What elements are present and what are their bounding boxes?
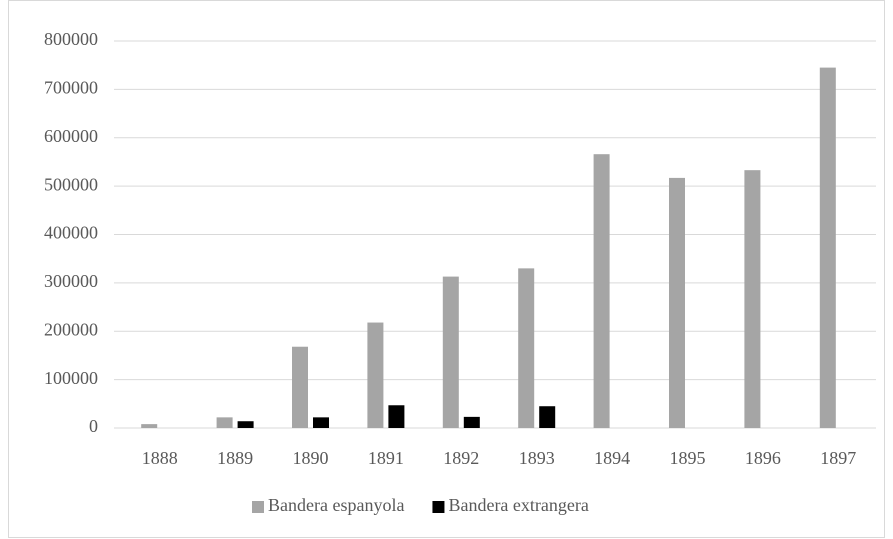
- bar: [292, 346, 308, 428]
- y-tick-label: 500000: [44, 174, 98, 194]
- y-tick-label: 800000: [44, 29, 98, 49]
- x-tick-label: 1897: [820, 448, 856, 468]
- bar: [669, 177, 685, 428]
- bar: [539, 406, 556, 428]
- bar: [744, 170, 761, 428]
- bar: [518, 268, 535, 428]
- legend-swatch: [252, 501, 264, 513]
- bar: [313, 417, 329, 428]
- x-tick-label: 1892: [443, 448, 479, 468]
- legend-label: Bandera espanyola: [268, 495, 404, 515]
- bar: [388, 405, 405, 428]
- bar: [367, 322, 384, 428]
- bar: [442, 276, 459, 428]
- bar: [237, 421, 254, 428]
- bar: [141, 424, 158, 428]
- bar: [216, 417, 233, 428]
- y-tick-label: 600000: [44, 126, 98, 146]
- y-tick-label: 400000: [44, 223, 98, 243]
- y-tick-label: 300000: [44, 271, 98, 291]
- bar: [819, 67, 836, 428]
- x-tick-label: 1896: [745, 448, 781, 468]
- bar: [463, 416, 480, 428]
- bar: [593, 154, 610, 428]
- x-tick-label: 1894: [594, 448, 630, 468]
- legend-swatch: [432, 501, 445, 513]
- x-tick-label: 1890: [293, 448, 329, 468]
- y-tick-label: 200000: [44, 319, 98, 339]
- x-tick-label: 1895: [670, 448, 706, 468]
- x-tick-label: 1888: [142, 448, 178, 468]
- y-tick-label: 100000: [44, 368, 98, 388]
- y-tick-label: 0: [89, 416, 98, 436]
- legend-label: Bandera extrangera: [448, 495, 588, 515]
- x-tick-label: 1893: [519, 448, 555, 468]
- x-tick-label: 1889: [217, 448, 253, 468]
- x-tick-label: 1891: [368, 448, 404, 468]
- chart-frame: [8, 0, 885, 538]
- y-tick-label: 700000: [44, 78, 98, 98]
